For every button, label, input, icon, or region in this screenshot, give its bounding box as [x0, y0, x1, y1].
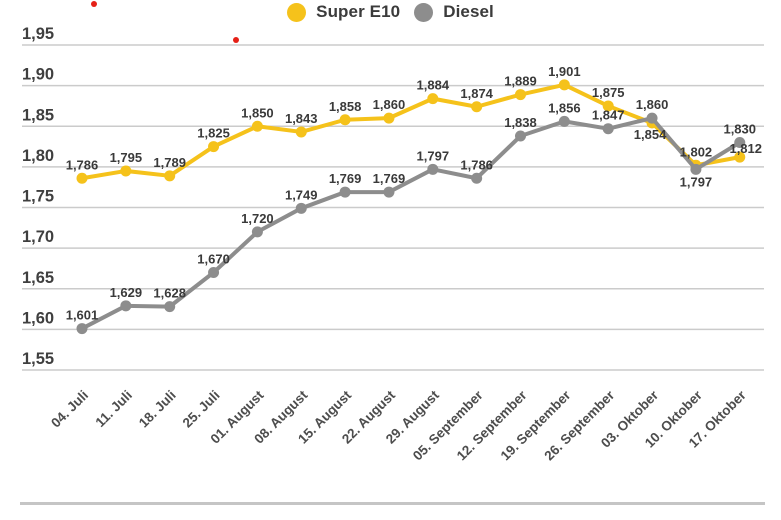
data-point-label: 1,889: [504, 74, 537, 89]
data-point-super-e10[interactable]: [602, 100, 614, 112]
data-point-diesel[interactable]: [515, 130, 526, 142]
data-point-label: 1,825: [197, 126, 230, 141]
data-point-label: 1,769: [329, 171, 362, 186]
data-point-diesel[interactable]: [734, 137, 746, 148]
y-tick-label: 1,70: [22, 228, 54, 246]
data-point-diesel[interactable]: [251, 226, 263, 238]
data-point-label: 1,749: [285, 187, 318, 202]
data-point-label: 1,720: [241, 211, 274, 226]
data-point-diesel[interactable]: [558, 115, 570, 127]
diesel-legend-dot-icon: [414, 2, 434, 22]
data-point-diesel[interactable]: [339, 186, 351, 198]
x-tick-label[interactable]: 04. Juli: [48, 388, 91, 431]
data-point-label: 1,884: [417, 78, 450, 93]
data-point-diesel[interactable]: [602, 123, 614, 135]
data-point-label: 1,854: [634, 127, 667, 142]
data-point-super-e10[interactable]: [295, 126, 307, 138]
x-tick-label[interactable]: 18. Juli: [136, 388, 179, 431]
data-point-diesel[interactable]: [120, 300, 132, 312]
series-line-diesel: [80, 116, 742, 331]
data-point-label: 1,786: [66, 157, 99, 172]
y-tick-label: 1,95: [22, 25, 54, 43]
data-point-super-e10[interactable]: [383, 112, 395, 124]
data-point-label: 1,850: [241, 105, 274, 120]
data-point-label: 1,812: [729, 141, 762, 156]
data-point-diesel[interactable]: [208, 267, 220, 278]
series-line-super-e10: [80, 82, 742, 181]
data-point-label: 1,629: [110, 285, 143, 300]
data-point-diesel[interactable]: [427, 163, 439, 175]
y-tick-label: 1,60: [22, 309, 54, 327]
data-point-super-e10[interactable]: [339, 114, 351, 126]
data-point-label: 1,786: [460, 157, 493, 172]
data-point-label: 1,769: [373, 171, 406, 186]
data-point-label: 1,858: [329, 99, 362, 114]
bottom-divider: [20, 502, 765, 505]
y-tick-label: 1,85: [22, 106, 54, 124]
x-tick-label[interactable]: 11. Juli: [93, 388, 135, 430]
data-point-super-e10[interactable]: [558, 79, 570, 91]
data-point-label: 1,795: [110, 150, 143, 165]
legend-label-super-e10: Super E10: [316, 2, 401, 21]
data-point-super-e10[interactable]: [164, 170, 176, 182]
data-point-label: 1,838: [504, 115, 537, 130]
data-point-super-e10[interactable]: [734, 151, 746, 163]
data-point-label: 1,670: [197, 252, 230, 267]
data-point-diesel[interactable]: [646, 112, 658, 124]
data-point-label: 1,797: [417, 148, 450, 163]
data-point-super-e10[interactable]: [251, 120, 263, 132]
legend-item-diesel[interactable]: Diesel: [414, 2, 494, 22]
data-point-super-e10[interactable]: [120, 165, 132, 177]
data-point-super-e10[interactable]: [471, 101, 483, 113]
data-point-diesel[interactable]: [690, 163, 702, 175]
red-dot-artifact: [233, 37, 239, 43]
y-tick-label: 1,80: [22, 147, 54, 165]
x-tick-label[interactable]: 25. Juli: [180, 388, 223, 431]
y-tick-label: 1,75: [22, 188, 54, 206]
legend-label-diesel: Diesel: [443, 2, 494, 21]
data-point-label: 1,628: [153, 286, 186, 301]
data-point-super-e10[interactable]: [427, 93, 439, 105]
data-point-super-e10[interactable]: [208, 141, 220, 153]
y-tick-label: 1,55: [22, 350, 54, 368]
legend-item-super-e10[interactable]: Super E10: [287, 2, 400, 22]
y-tick-label: 1,90: [22, 66, 54, 84]
data-point-diesel[interactable]: [164, 301, 176, 313]
data-point-label: 1,797: [680, 174, 713, 189]
data-point-label: 1,789: [153, 155, 186, 170]
data-point-label: 1,847: [592, 108, 625, 123]
data-point-diesel[interactable]: [76, 323, 88, 335]
data-point-label: 1,860: [373, 97, 406, 112]
data-point-label: 1,901: [548, 64, 581, 79]
data-point-super-e10[interactable]: [76, 172, 88, 184]
super-e10-legend-dot-icon: [287, 2, 307, 22]
data-point-label: 1,601: [66, 308, 99, 323]
data-point-label: 1,856: [548, 100, 581, 115]
data-point-diesel[interactable]: [471, 172, 483, 184]
data-point-label: 1,875: [592, 85, 625, 100]
data-point-super-e10[interactable]: [515, 89, 526, 101]
data-point-diesel[interactable]: [295, 202, 307, 214]
data-point-label: 1,860: [636, 97, 669, 112]
data-point-diesel[interactable]: [383, 186, 395, 198]
data-point-label: 1,843: [285, 111, 318, 126]
data-point-label: 1,830: [723, 122, 756, 137]
chart-legend: Super E10 Diesel: [0, 2, 781, 22]
data-point-label: 1,802: [680, 144, 713, 159]
red-dot-artifact: [91, 1, 97, 7]
y-tick-label: 1,65: [22, 269, 54, 287]
data-point-label: 1,874: [460, 86, 493, 101]
